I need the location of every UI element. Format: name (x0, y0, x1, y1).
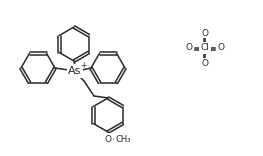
Text: O: O (201, 29, 209, 37)
Text: CH₃: CH₃ (115, 134, 130, 144)
Text: As: As (68, 66, 82, 76)
Text: +: + (80, 61, 86, 70)
Text: O: O (185, 44, 193, 53)
Text: Cl: Cl (201, 44, 209, 53)
Text: O: O (201, 58, 209, 68)
Text: O: O (218, 44, 225, 53)
Text: O: O (104, 134, 112, 144)
